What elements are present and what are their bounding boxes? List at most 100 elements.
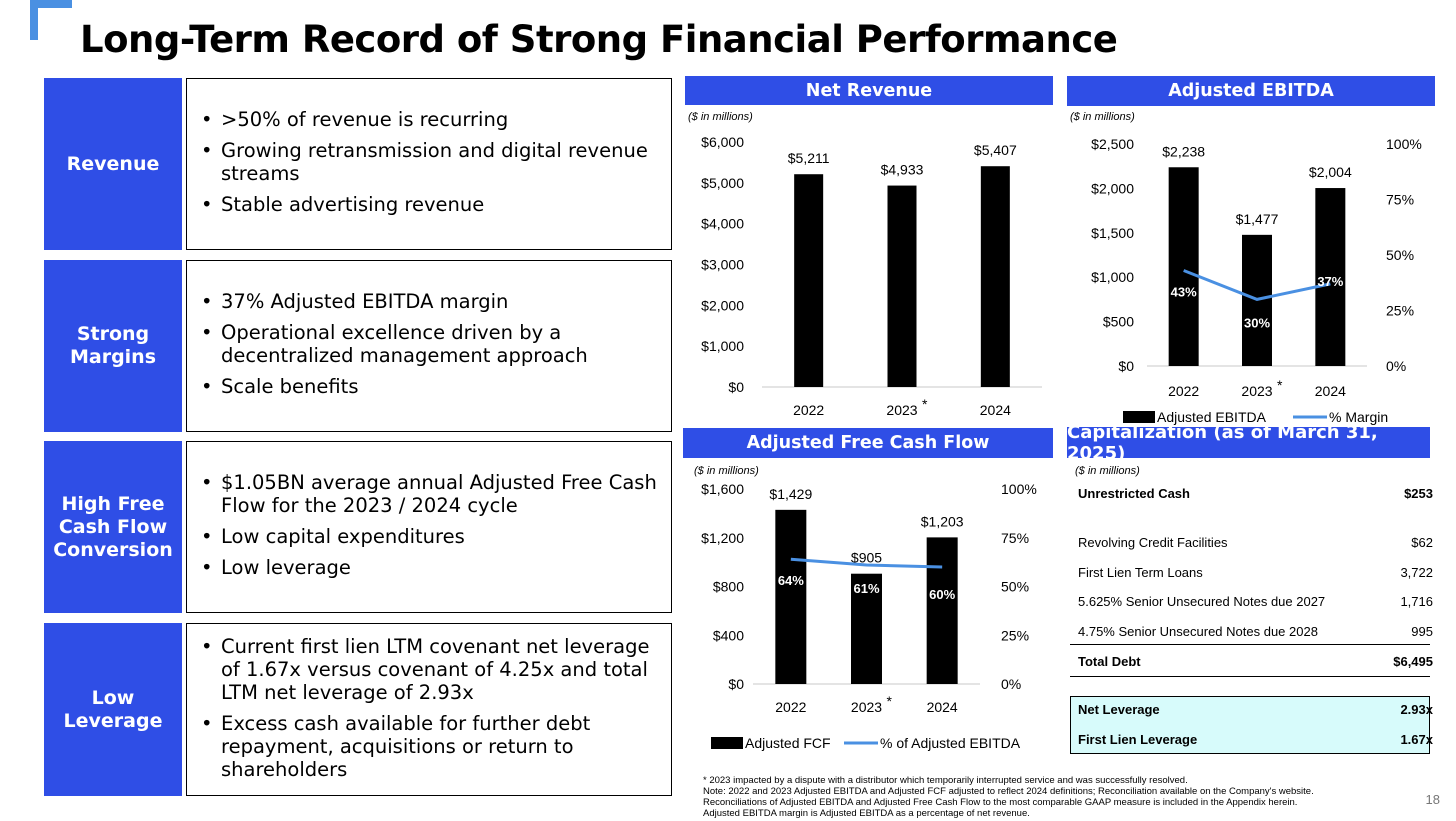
- bar: [887, 185, 917, 387]
- unit-label: ($ in millions): [688, 111, 753, 123]
- cap-row: First Lien Term Loans 3,722: [1078, 565, 1433, 580]
- x-tick-mark: *: [887, 693, 893, 709]
- x-tick-label: 2024: [1315, 383, 1346, 399]
- bullet: Scale benefits: [201, 375, 671, 398]
- line-value-label: 37%: [1317, 274, 1343, 289]
- bar-value-label: $5,407: [974, 142, 1017, 158]
- y-tick-label: $1,200: [701, 530, 744, 546]
- capitalization-header: Capitalization (as of March 31, 2025): [1067, 422, 1430, 464]
- y-tick-label: $4,000: [701, 216, 744, 232]
- line-series: [1183, 269, 1331, 301]
- first-lien-leverage-row: First Lien Leverage 1.67x: [1078, 732, 1433, 747]
- y2-tick-label: 50%: [1386, 247, 1414, 263]
- legend-label: Adjusted EBITDA: [1157, 409, 1267, 425]
- y-tick-label: $5,000: [701, 175, 744, 191]
- adjusted-fcf-chart: $0 $400 $800 $1,200 $1,600 $1,429 2022 $905 2023…: [701, 481, 1037, 751]
- y-tick-label: $1,000: [1091, 269, 1134, 285]
- y2-tick-label: 0%: [1001, 676, 1021, 692]
- net-leverage-row: Net Leverage 2.93x: [1078, 702, 1433, 717]
- bar: [980, 166, 1010, 387]
- y-tick-label: $2,000: [1091, 180, 1134, 196]
- legend-label: Adjusted FCF: [745, 735, 831, 751]
- y2-tick-label: 25%: [1386, 303, 1414, 319]
- cap-row: 5.625% Senior Unsecured Notes due 2027 1,…: [1078, 594, 1433, 609]
- x-tick-label: 2023: [886, 402, 917, 418]
- bar-value-label: $2,004: [1309, 164, 1352, 180]
- bullet: Operational excellence driven by a decen…: [201, 321, 671, 367]
- y-tick-label: $2,000: [701, 297, 744, 313]
- bullet: Low capital expenditures: [201, 525, 671, 548]
- y-tick-label: $400: [713, 627, 744, 643]
- line-series: [790, 557, 943, 569]
- bar-value-label: $5,211: [788, 150, 830, 166]
- y2-tick-label: 0%: [1386, 358, 1406, 374]
- y2-tick-label: 100%: [1386, 136, 1422, 152]
- x-tick-label: 2023: [851, 699, 882, 715]
- bar: [1168, 167, 1199, 366]
- row-box-margins: 37% Adjusted EBITDA margin Operational e…: [186, 260, 672, 432]
- y2-tick-label: 50%: [1001, 579, 1029, 595]
- bar: [1315, 188, 1346, 366]
- bar: [926, 537, 958, 684]
- cap-row: Revolving Credit Facilities $62: [1078, 535, 1433, 550]
- x-tick-label: 2024: [927, 699, 958, 715]
- bar-value-label: $2,238: [1162, 143, 1205, 159]
- adjusted-fcf-header: Adjusted Free Cash Flow: [683, 428, 1053, 458]
- line-value-label: 30%: [1244, 315, 1270, 330]
- y-tick-label: $0: [728, 379, 744, 395]
- y-tick-label: $3,000: [701, 257, 744, 273]
- bar-value-label: $1,477: [1236, 211, 1279, 227]
- x-tick-label: 2024: [980, 402, 1011, 418]
- net-revenue-chart: $0 $1,000 $2,000 $3,000 $4,000 $5,000 $6,000 $5…: [701, 134, 1042, 418]
- legend-bar-swatch: [711, 737, 743, 749]
- x-tick-mark: *: [922, 396, 928, 412]
- legend-label: % of Adjusted EBITDA: [880, 735, 1021, 751]
- capitalization-table: Unrestricted Cash $253 Revolving Credit F…: [1070, 486, 1433, 686]
- x-tick-label: 2022: [793, 402, 824, 418]
- x-tick-mark: *: [1277, 377, 1283, 393]
- footnotes: * 2023 impacted by a dispute with a dist…: [703, 775, 1314, 819]
- bar: [851, 573, 882, 684]
- y2-tick-label: 100%: [1001, 481, 1037, 497]
- unit-label: ($ in millions): [694, 465, 759, 477]
- bar-value-label: $1,203: [921, 513, 964, 529]
- cap-divider: [1070, 676, 1430, 677]
- adjusted-ebitda-header: Adjusted EBITDA: [1067, 76, 1435, 106]
- bullet: 37% Adjusted EBITDA margin: [201, 290, 671, 313]
- bullet: Growing retransmission and digital reven…: [201, 139, 671, 185]
- y-tick-label: $2,500: [1091, 136, 1134, 152]
- bar: [794, 174, 824, 387]
- legend-bar-swatch: [1123, 411, 1155, 423]
- row-box-revenue: >50% of revenue is recurring Growing ret…: [186, 78, 672, 250]
- page-number: 18: [1425, 792, 1440, 807]
- line-value-label: 60%: [929, 587, 955, 602]
- leverage-box: Net Leverage 2.93x First Lien Leverage 1.6…: [1070, 696, 1433, 754]
- bullet: Stable advertising revenue: [201, 193, 671, 216]
- row-box-fcf: $1.05BN average annual Adjusted Free Cas…: [186, 441, 672, 613]
- bullet: Current first lien LTM covenant net leve…: [201, 635, 671, 704]
- cap-divider: [1070, 644, 1430, 645]
- bullet: $1.05BN average annual Adjusted Free Cas…: [201, 471, 671, 517]
- y2-tick-label: 75%: [1386, 192, 1414, 208]
- bar-value-label: $4,933: [881, 162, 924, 178]
- unit-label: ($ in millions): [1070, 111, 1135, 123]
- y-tick-label: $0: [1118, 358, 1134, 374]
- x-tick-label: 2022: [775, 699, 806, 715]
- y-tick-label: $0: [728, 676, 744, 692]
- row-label-leverage: Low Leverage: [44, 623, 182, 796]
- adjusted-ebitda-chart: $0 $500 $1,000 $1,500 $2,000 $2,500 $2,238 2022…: [1091, 136, 1422, 425]
- line-value-label: 61%: [853, 581, 879, 596]
- bullet: Excess cash available for further debt r…: [201, 712, 671, 781]
- net-revenue-header: Net Revenue: [685, 76, 1053, 105]
- y2-tick-label: 75%: [1001, 530, 1029, 546]
- y-tick-label: $6,000: [701, 134, 744, 150]
- line-value-label: 64%: [778, 573, 804, 588]
- cap-row-cash: Unrestricted Cash $253: [1078, 486, 1433, 501]
- x-tick-label: 2022: [1168, 383, 1199, 399]
- legend-label: % Margin: [1329, 409, 1388, 425]
- cap-unit-label: ($ in millions): [1075, 465, 1140, 477]
- cap-row: 4.75% Senior Unsecured Notes due 2028 995: [1078, 624, 1433, 639]
- y-tick-label: $800: [713, 579, 744, 595]
- row-label-fcf: High Free Cash Flow Conversion: [44, 441, 182, 613]
- row-box-leverage: Current first lien LTM covenant net leve…: [186, 623, 672, 796]
